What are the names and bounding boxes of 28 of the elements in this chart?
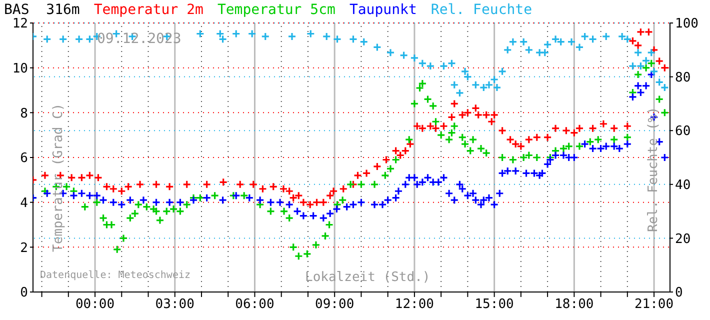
x-tick-label: 15:00	[474, 297, 514, 312]
y2-tick-label: 20	[675, 232, 691, 247]
chart-title: BAS 316m	[4, 2, 80, 18]
y-axis-title: Temperatur (Grad C)	[51, 103, 66, 252]
x-tick-label: 00:00	[75, 297, 115, 312]
y-tick-label: 4	[20, 196, 28, 211]
x-tick-label: 09:00	[315, 297, 354, 312]
x-tick-label: 18:00	[554, 297, 594, 312]
y2-tick-label: 0	[675, 286, 683, 301]
y-tick-label: 6	[20, 151, 28, 166]
x-tick-label: 12:00	[394, 297, 434, 312]
series-label: Rel. Feuchte	[430, 2, 532, 18]
y2-tick-label: 80	[675, 70, 691, 86]
y-tick-label: 2	[20, 240, 28, 256]
y2-tick-label: 100	[675, 16, 698, 32]
x-tick-label: 03:00	[155, 297, 194, 312]
y2-axis-title: Rel. Feuchte (%)	[646, 106, 661, 232]
y2-tick-label: 60	[675, 124, 691, 140]
y-tick-label: 12	[12, 16, 28, 32]
y-tick-label: 8	[20, 106, 28, 122]
y-tick-label: 0	[20, 286, 28, 301]
text: Temperatur 5cm	[217, 2, 336, 18]
x-tick-label: 06:00	[235, 297, 274, 312]
text: Taupunkt	[349, 2, 417, 18]
text: Temperatur 2m	[94, 2, 204, 18]
y-tick-label: 10	[12, 61, 28, 76]
x-tick-label: 21:00	[634, 297, 674, 312]
y2-tick-label: 40	[675, 178, 691, 194]
